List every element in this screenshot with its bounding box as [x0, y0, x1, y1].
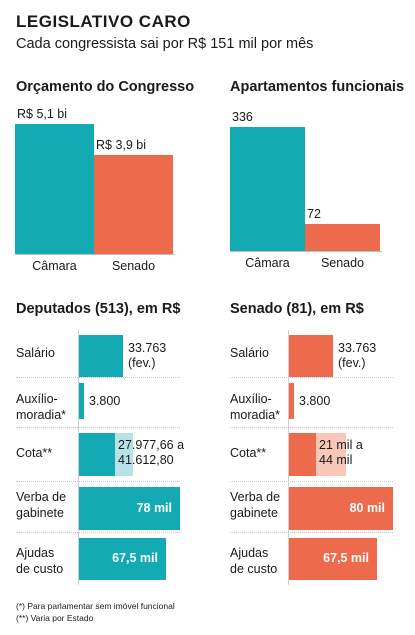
chart-2-row-separator-1	[16, 377, 180, 378]
page-title: LEGISLATIVO CARO	[16, 12, 191, 31]
chart-2-data-label-1: 3.800	[89, 393, 121, 408]
chart-1-category-label-1: Senado	[320, 256, 365, 270]
chart-3-bar-0	[289, 335, 333, 377]
chart-2-bar-3	[79, 487, 180, 530]
footnote-moradia: (*) Para parlamentar sem imóvel funciona…	[16, 601, 175, 611]
chart-title-senado: Senado (81), em R$	[230, 301, 364, 317]
chart-2-bar-2	[79, 433, 115, 476]
chart-1-data-label-1: 72	[307, 207, 321, 221]
footnote-cota: (**) Varia por Estado	[16, 613, 94, 623]
chart-0-bar-0	[15, 124, 94, 254]
chart-3-row-separator-3	[230, 481, 393, 482]
chart-1-baseline	[230, 251, 382, 252]
chart-2-bar-4	[79, 538, 166, 580]
chart-3-data-label-1: 3.800	[299, 393, 331, 408]
chart-1-bar-0	[230, 127, 305, 251]
chart-2-category-label-1: Auxílio- moradia*	[16, 392, 67, 422]
chart-1-bar-1	[305, 224, 380, 251]
chart-2-bar-0	[79, 335, 123, 377]
chart-2-row-separator-3	[16, 481, 180, 482]
chart-3-category-label-0: Salário	[230, 346, 269, 360]
chart-3-row-separator-4	[230, 532, 393, 533]
chart-3-category-label-2: Cota**	[230, 446, 267, 460]
chart-0-baseline	[15, 254, 175, 255]
chart-2-row-separator-4	[16, 532, 180, 533]
chart-3-bar-4	[289, 538, 377, 580]
chart-0-category-label-1: Senado	[111, 259, 156, 273]
chart-2-axis	[78, 330, 79, 585]
page-subtitle: Cada congressista sai por R$ 151 mil por…	[16, 36, 314, 52]
chart-3-category-label-1: Auxílio- moradia*	[230, 392, 281, 422]
chart-3-bar-1	[289, 383, 294, 419]
chart-3-category-label-4: Ajudas de custo	[230, 546, 278, 576]
chart-1-data-label-0: 336	[232, 110, 253, 124]
chart-0-data-label-0: R$ 5,1 bi	[17, 107, 68, 121]
chart-2-data-label-4: 67,5 mil	[112, 551, 158, 565]
chart-2-data-label-0: 33.763 (fev.)	[128, 341, 167, 370]
chart-title-deputados: Deputados (513), em R$	[16, 301, 181, 317]
chart-0-bar-1	[94, 155, 173, 254]
chart-3-row-separator-1	[230, 377, 393, 378]
chart-2-data-label-2: 27.977,66 a 41.612,80	[118, 438, 185, 467]
chart-2-category-label-4: Ajudas de custo	[16, 546, 64, 576]
chart-2-bar-1	[79, 383, 84, 419]
chart-2-category-label-3: Verba de gabinete	[16, 490, 67, 520]
chart-2-category-label-2: Cota**	[16, 446, 53, 460]
chart-3-bar-3	[289, 487, 393, 530]
chart-0-data-label-1: R$ 3,9 bi	[96, 138, 147, 152]
chart-3-data-label-2: 21 mil a 44 mil	[319, 438, 363, 467]
chart-3-row-separator-2	[230, 427, 393, 428]
chart-3-data-label-4: 67,5 mil	[323, 551, 369, 565]
chart-3-bar-2	[289, 433, 316, 476]
chart-2-category-label-0: Salário	[16, 346, 55, 360]
chart-3-category-label-3: Verba de gabinete	[230, 490, 281, 520]
chart-title-orcamento: Orçamento do Congresso	[16, 79, 195, 95]
chart-2-data-label-3: 78 mil	[136, 501, 172, 515]
chart-title-apartamentos: Apartamentos funcionais	[230, 79, 405, 95]
chart-3-data-label-0: 33.763 (fev.)	[338, 341, 377, 370]
chart-3-axis	[288, 330, 289, 585]
chart-3-data-label-3: 80 mil	[349, 501, 385, 515]
chart-2-row-separator-2	[16, 427, 180, 428]
chart-0-category-label-0: Câmara	[32, 259, 77, 273]
chart-1-category-label-0: Câmara	[245, 256, 290, 270]
